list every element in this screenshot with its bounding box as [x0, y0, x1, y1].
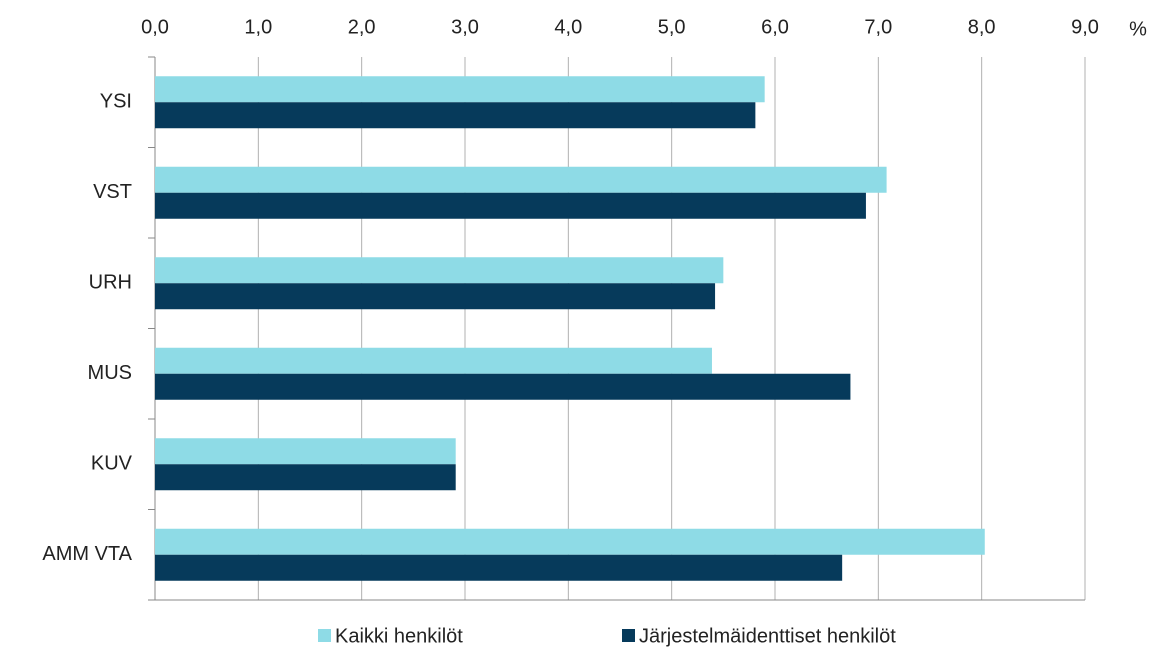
x-tick-label: 9,0: [1071, 16, 1099, 38]
bar: [155, 76, 765, 103]
legend-swatch: [622, 629, 635, 642]
legend-swatch: [318, 629, 331, 642]
bar: [155, 528, 985, 555]
x-tick-label: 6,0: [761, 16, 789, 38]
bar: [155, 438, 456, 465]
y-tick-label: KUV: [91, 453, 133, 475]
legend-label: Järjestelmäidenttiset henkilöt: [639, 625, 896, 647]
bar: [155, 166, 887, 193]
bar: [155, 283, 716, 310]
x-tick-label: 3,0: [451, 16, 479, 38]
x-tick-label: 2,0: [348, 16, 376, 38]
x-tick-label: 4,0: [554, 16, 582, 38]
legend-label: Kaikki henkilöt: [335, 625, 463, 647]
bar: [155, 554, 843, 581]
x-tick-label: 5,0: [658, 16, 686, 38]
y-tick-label: VST: [93, 181, 132, 203]
bar: [155, 373, 851, 400]
x-tick-label: 7,0: [864, 16, 892, 38]
y-tick-label: YSI: [100, 91, 132, 113]
y-tick-label: AMM VTA: [42, 543, 132, 565]
bar: [155, 102, 756, 129]
y-tick-label: MUS: [88, 362, 132, 384]
y-tick-label: URH: [89, 272, 132, 294]
x-tick-label: 8,0: [968, 16, 996, 38]
bar: [155, 347, 712, 374]
x-tick-label: 0,0: [141, 16, 169, 38]
x-tick-label: 1,0: [244, 16, 272, 38]
bar: [155, 257, 724, 284]
bar: [155, 464, 456, 491]
x-axis-unit: %: [1129, 18, 1147, 40]
bar: [155, 192, 866, 219]
